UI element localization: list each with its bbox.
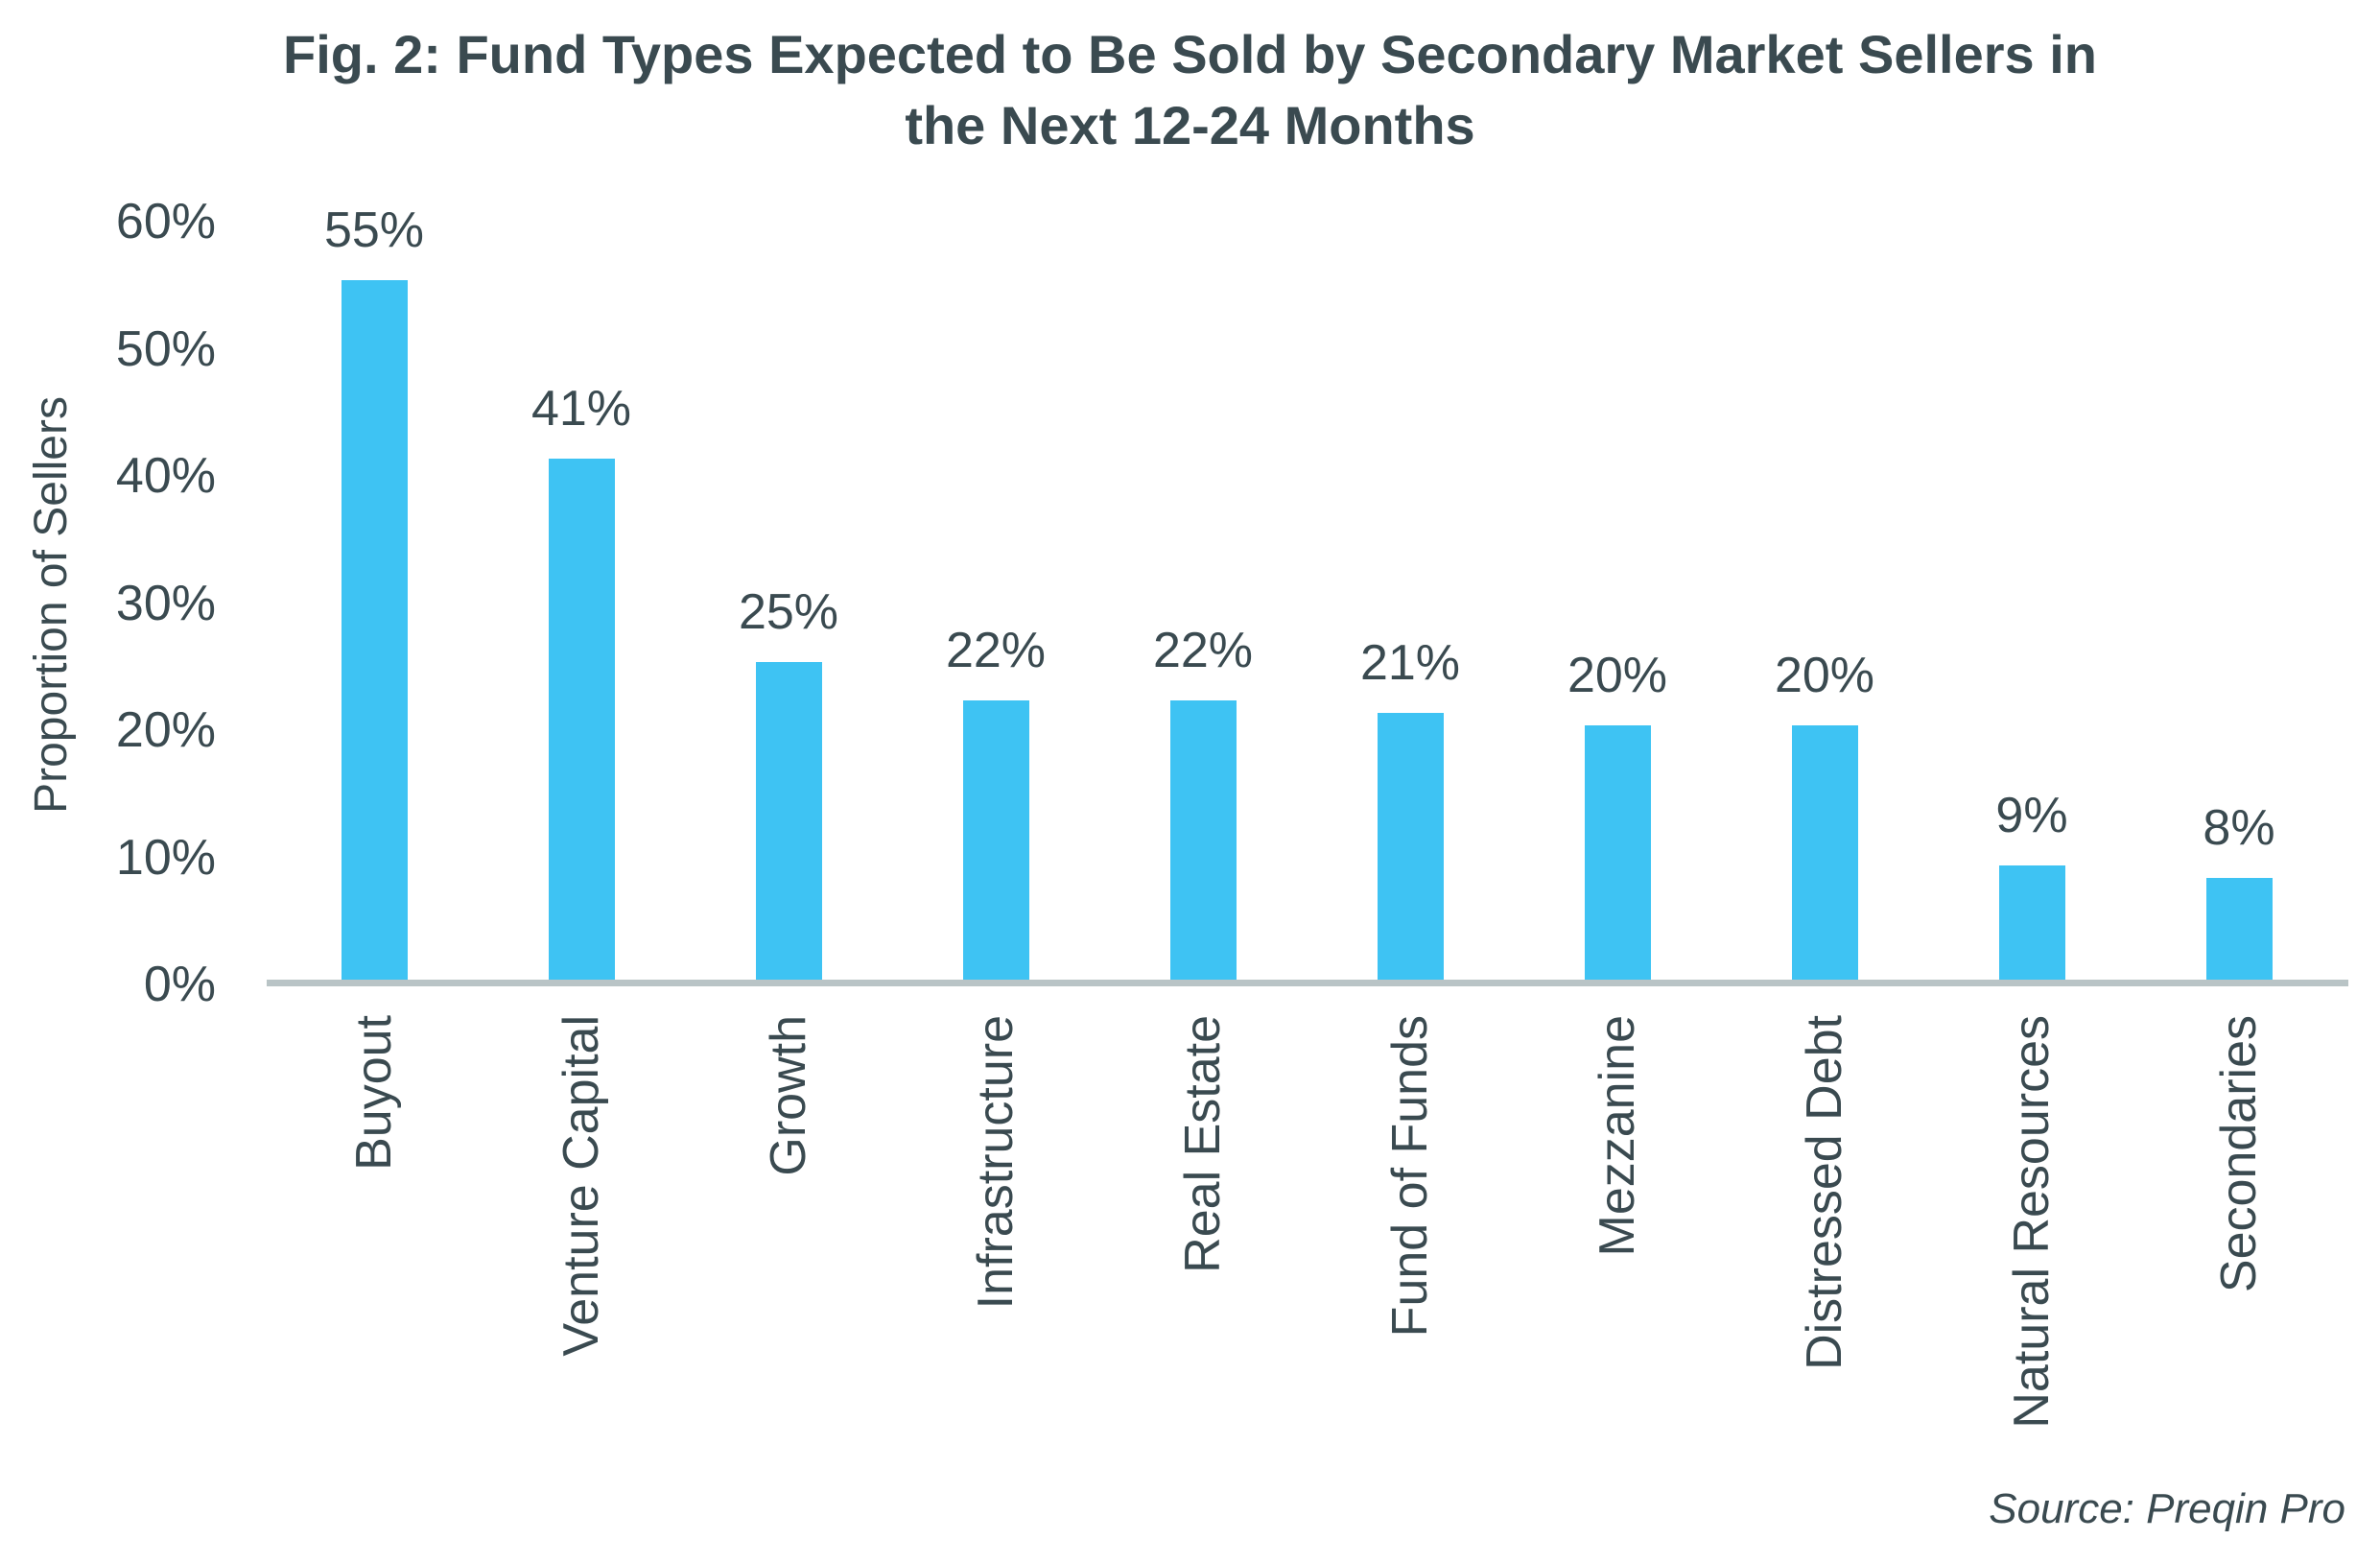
y-axis-tick-label-50: 50% xyxy=(115,320,216,377)
y-axis-tick-label-10: 10% xyxy=(115,829,216,886)
bar-buyout xyxy=(341,280,408,980)
bar-growth xyxy=(755,661,822,980)
bar-distressed-debt xyxy=(1791,725,1858,980)
bar-value-label-venture-capital: 41% xyxy=(530,380,632,437)
bar-column-mezzanine: 20% xyxy=(1514,647,1721,980)
y-axis-tick-labels: 60% 50% 40% 30% 20% 10% 0% xyxy=(0,0,216,1563)
chart-title: Fig. 2: Fund Types Expected to Be Sold b… xyxy=(0,19,2380,161)
x-axis-label-distressed-debt: Distressed Debt xyxy=(1797,1015,1852,1370)
bar-column-secondaries: 8% xyxy=(2135,799,2343,980)
bar-column-infrastructure: 22% xyxy=(892,622,1099,980)
bar-mezzanine xyxy=(1584,725,1651,980)
x-axis-label-natural-resources: Natural Resources xyxy=(2004,1015,2060,1429)
x-axis-label-cell-fund-of-funds: Fund of Funds xyxy=(1307,1015,1514,1495)
bar-column-real-estate: 22% xyxy=(1099,622,1307,980)
bar-secondaries xyxy=(2205,878,2273,980)
bar-column-growth: 25% xyxy=(685,583,892,980)
x-axis-labels: Buyout Venture Capital Growth Infrastructur… xyxy=(271,1015,2343,1495)
x-axis-baseline xyxy=(267,980,2348,986)
x-axis-label-buyout: Buyout xyxy=(346,1015,402,1171)
x-axis-label-growth: Growth xyxy=(761,1015,816,1176)
x-axis-label-cell-venture-capital: Venture Capital xyxy=(478,1015,685,1495)
plot-area: 55% 41% 25% 22% 22% 21% 20% 20% 9% 8% xyxy=(271,0,2343,980)
bar-fund-of-funds xyxy=(1377,712,1444,980)
bar-value-label-growth: 25% xyxy=(738,583,839,640)
x-axis-label-cell-distressed-debt: Distressed Debt xyxy=(1721,1015,1928,1495)
source-note: Source: Preqin Pro xyxy=(1989,1485,2345,1532)
bar-value-label-secondaries: 8% xyxy=(2203,800,2275,856)
y-axis-tick-label-60: 60% xyxy=(115,194,216,249)
bar-value-label-distressed-debt: 20% xyxy=(1774,648,1875,703)
x-axis-label-secondaries: Secondaries xyxy=(2211,1015,2267,1293)
bar-natural-resources xyxy=(1998,864,2065,980)
bar-column-natural-resources: 9% xyxy=(1928,787,2135,980)
bar-value-label-infrastructure: 22% xyxy=(945,622,1047,678)
bar-value-label-fund-of-funds: 21% xyxy=(1359,634,1461,691)
bar-column-distressed-debt: 20% xyxy=(1721,647,1928,980)
bar-real-estate xyxy=(1169,699,1237,980)
bar-column-venture-capital: 41% xyxy=(478,380,685,980)
y-axis-tick-label-30: 30% xyxy=(115,575,216,631)
bar-value-label-buyout: 55% xyxy=(323,202,425,259)
x-axis-label-real-estate: Real Estate xyxy=(1175,1015,1231,1273)
bar-column-fund-of-funds: 21% xyxy=(1307,634,1514,980)
x-axis-label-infrastructure: Infrastructure xyxy=(968,1015,1024,1310)
bar-venture-capital xyxy=(548,458,615,980)
bar-infrastructure xyxy=(962,699,1029,980)
bar-column-buyout: 55% xyxy=(271,201,478,980)
chart-title-line1: Fig. 2: Fund Types Expected to Be Sold b… xyxy=(283,24,2097,84)
x-axis-label-cell-secondaries: Secondaries xyxy=(2135,1015,2343,1495)
x-axis-label-cell-infrastructure: Infrastructure xyxy=(892,1015,1099,1495)
x-axis-label-cell-natural-resources: Natural Resources xyxy=(1928,1015,2135,1495)
y-axis-tick-label-0: 0% xyxy=(143,957,216,1012)
x-axis-label-cell-real-estate: Real Estate xyxy=(1099,1015,1307,1495)
bar-value-label-natural-resources: 9% xyxy=(1995,787,2068,843)
x-axis-label-mezzanine: Mezzanine xyxy=(1590,1015,1645,1257)
x-axis-label-fund-of-funds: Fund of Funds xyxy=(1382,1015,1438,1338)
chart-title-line2: the Next 12-24 Months xyxy=(905,95,1475,155)
y-axis-tick-label-20: 20% xyxy=(115,702,216,758)
x-axis-label-venture-capital: Venture Capital xyxy=(554,1015,609,1357)
y-axis-tick-label-40: 40% xyxy=(115,448,216,504)
bar-value-label-mezzanine: 20% xyxy=(1567,648,1668,703)
x-axis-label-cell-growth: Growth xyxy=(685,1015,892,1495)
x-axis-label-cell-buyout: Buyout xyxy=(271,1015,478,1495)
x-axis-label-cell-mezzanine: Mezzanine xyxy=(1514,1015,1721,1495)
bar-value-label-real-estate: 22% xyxy=(1152,622,1254,678)
